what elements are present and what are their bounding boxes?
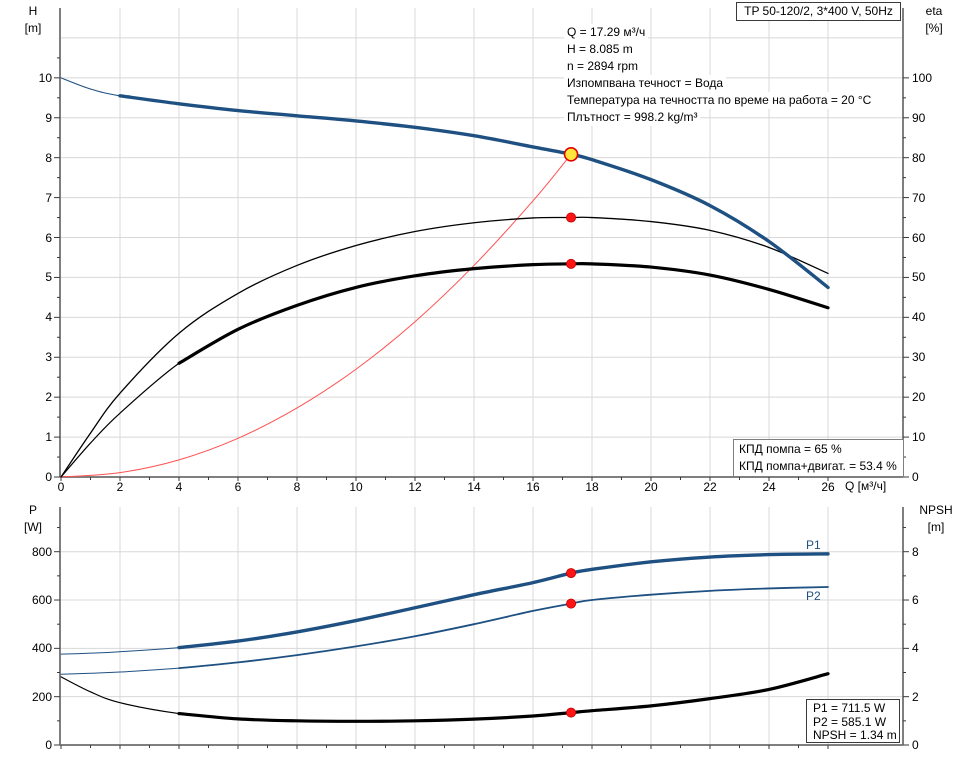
p2-value-text: P2 = 585.1 W bbox=[813, 714, 887, 729]
efficiency-pump-motor-text: КПД помпа+двигат. = 53.4 % bbox=[739, 459, 897, 473]
tick-label: 26 bbox=[821, 480, 835, 494]
tick-label: 400 bbox=[31, 641, 52, 656]
tick-label: 20 bbox=[912, 390, 926, 405]
q-axis-title: Q [м³/ч] bbox=[845, 479, 887, 493]
tick-label: 40 bbox=[912, 310, 926, 325]
tick-label: 70 bbox=[912, 190, 926, 205]
tick-label: 12 bbox=[408, 480, 422, 494]
efficiency-box: КПД помпа = 65 % КПД помпа+двигат. = 53.… bbox=[733, 439, 904, 477]
efficiency-pump-thin bbox=[60, 216, 829, 478]
power-npsh-box: P1 = 711.5 W P2 = 585.1 W NPSH = 1.34 m bbox=[806, 699, 900, 743]
efficiency-pump-motor bbox=[177, 261, 830, 365]
tick-label: 200 bbox=[31, 689, 52, 704]
P1-curve bbox=[177, 552, 830, 650]
tick-label: 10 bbox=[349, 480, 363, 494]
tick-label: 0 bbox=[912, 738, 919, 752]
p1-curve-label: P1 bbox=[806, 538, 821, 552]
tick-label: 6 bbox=[234, 480, 242, 494]
h-axis-title: H [m] bbox=[16, 3, 50, 37]
operating-info-block: Q = 17.29 м³/ч H = 8.085 m n = 2894 rpm … bbox=[564, 24, 875, 126]
tick-label: 4 bbox=[912, 641, 919, 656]
P1-curve-thin bbox=[60, 553, 829, 655]
info-temperature: Температура на течността по време на раб… bbox=[564, 92, 875, 109]
pump-curve-HQ bbox=[118, 94, 830, 290]
tick-label: 60 bbox=[912, 230, 926, 245]
tick-label: 8 bbox=[293, 480, 301, 494]
tick-label: 24 bbox=[762, 480, 776, 494]
p-axis-title-unit: [W] bbox=[24, 520, 42, 534]
tick-label: 4 bbox=[175, 480, 183, 494]
tick-label: 30 bbox=[912, 350, 926, 365]
tick-label: 1 bbox=[45, 430, 52, 445]
tick-label: 14 bbox=[467, 480, 481, 494]
eta-axis-title-symbol: eta bbox=[925, 4, 943, 18]
pump-title-box: TP 50-120/2, 3*400 V, 50Hz bbox=[736, 2, 901, 21]
tick-label: 0 bbox=[912, 470, 919, 484]
efficiency-pump-motor-point[interactable] bbox=[566, 258, 577, 269]
tick-label: 6 bbox=[912, 593, 919, 608]
info-speed: n = 2894 rpm bbox=[564, 58, 642, 75]
tick-label: 100 bbox=[912, 70, 933, 85]
tick-label: 0 bbox=[57, 480, 65, 494]
tick-label: 50 bbox=[912, 270, 926, 285]
efficiency-pump-text: КПД помпа = 65 % bbox=[739, 442, 842, 456]
tick-label: 2 bbox=[45, 390, 52, 405]
tick-label: 6 bbox=[45, 230, 52, 245]
efficiency-pump-motor-thin bbox=[60, 262, 829, 478]
tick-label: 600 bbox=[31, 593, 52, 608]
NPSH-curve bbox=[177, 672, 830, 723]
tick-label: 10 bbox=[38, 70, 52, 85]
NPSH-point[interactable] bbox=[566, 707, 577, 718]
P2-curve bbox=[178, 586, 829, 670]
tick-label: 10 bbox=[912, 430, 926, 445]
duty-point-marker[interactable] bbox=[563, 146, 579, 162]
npsh-axis-title-unit: [m] bbox=[927, 520, 945, 534]
tick-label: 2 bbox=[912, 689, 919, 704]
tick-label: 3 bbox=[45, 350, 52, 365]
tick-label: 8 bbox=[912, 544, 919, 559]
tick-label: 0 bbox=[45, 738, 52, 752]
tick-label: 22 bbox=[703, 480, 717, 494]
tick-label: 7 bbox=[45, 190, 52, 205]
system-curve-thin bbox=[60, 153, 572, 478]
eta-axis-title: eta [%] bbox=[913, 3, 955, 37]
tick-label: 5 bbox=[45, 270, 52, 285]
tick-label: 800 bbox=[31, 544, 52, 559]
p1-value-text: P1 = 711.5 W bbox=[813, 701, 886, 715]
tick-label: 80 bbox=[912, 150, 926, 165]
tick-label: 90 bbox=[912, 110, 926, 125]
eta-axis-title-unit: [%] bbox=[925, 21, 943, 35]
h-axis-title-unit: [m] bbox=[24, 21, 42, 35]
info-q: Q = 17.29 м³/ч bbox=[564, 24, 649, 41]
tick-label: 16 bbox=[526, 480, 540, 494]
info-liquid: Изпомпвана течност = Вода bbox=[564, 75, 727, 92]
tick-label: 4 bbox=[45, 310, 52, 325]
P1-point[interactable] bbox=[566, 568, 577, 579]
npsh-axis-title-symbol: NPSH bbox=[919, 503, 953, 517]
efficiency-pump-point[interactable] bbox=[566, 212, 577, 223]
h-axis-title-symbol: H bbox=[28, 4, 38, 18]
p-axis-title: P [W] bbox=[16, 502, 50, 536]
npsh-value-text: NPSH = 1.34 m bbox=[813, 728, 897, 742]
P2-point[interactable] bbox=[566, 598, 577, 609]
info-density: Плътност = 998.2 kg/m³ bbox=[564, 109, 701, 126]
tick-label: 9 bbox=[45, 110, 52, 125]
tick-label: 2 bbox=[116, 480, 124, 494]
info-h: H = 8.085 m bbox=[564, 41, 636, 58]
pump-title: TP 50-120/2, 3*400 V, 50Hz bbox=[744, 4, 893, 18]
tick-label: 18 bbox=[585, 480, 599, 494]
npsh-axis-title: NPSH [m] bbox=[910, 502, 962, 536]
tick-label: 20 bbox=[644, 480, 658, 494]
tick-label: 8 bbox=[45, 150, 52, 165]
p2-curve-label: P2 bbox=[806, 589, 821, 603]
tick-label: 0 bbox=[45, 470, 52, 484]
p-axis-title-symbol: P bbox=[28, 503, 37, 517]
